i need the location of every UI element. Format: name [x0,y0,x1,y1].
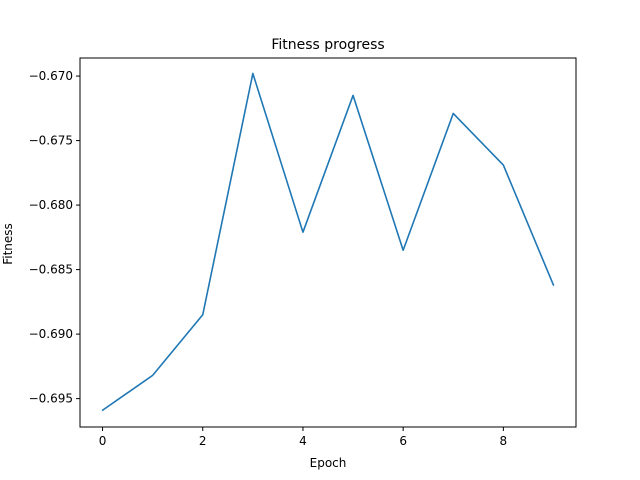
y-tick-label: −0.670 [29,69,73,83]
x-tick-label: 8 [500,434,508,448]
x-axis-ticks: 0 2 4 6 8 [99,427,507,448]
x-axis-label: Epoch [310,456,347,470]
chart-title: Fitness progress [271,37,384,53]
x-tick-label: 4 [299,434,307,448]
y-tick-label: −0.675 [29,134,73,148]
y-tick-label: −0.695 [29,392,73,406]
y-tick-label: −0.680 [29,198,73,212]
y-tick-label: −0.690 [29,327,73,341]
x-tick-label: 2 [199,434,207,448]
series-points [103,73,554,410]
x-tick-label: 6 [399,434,407,448]
series-line [101,72,555,412]
x-tick-label: 0 [99,434,107,448]
y-axis-ticks: −0.695 −0.690 −0.685 −0.680 −0.675 −0.670 [29,69,80,406]
y-tick-label: −0.685 [29,263,73,277]
y-axis-label: Fitness [1,223,15,265]
plot-frame [79,57,577,428]
